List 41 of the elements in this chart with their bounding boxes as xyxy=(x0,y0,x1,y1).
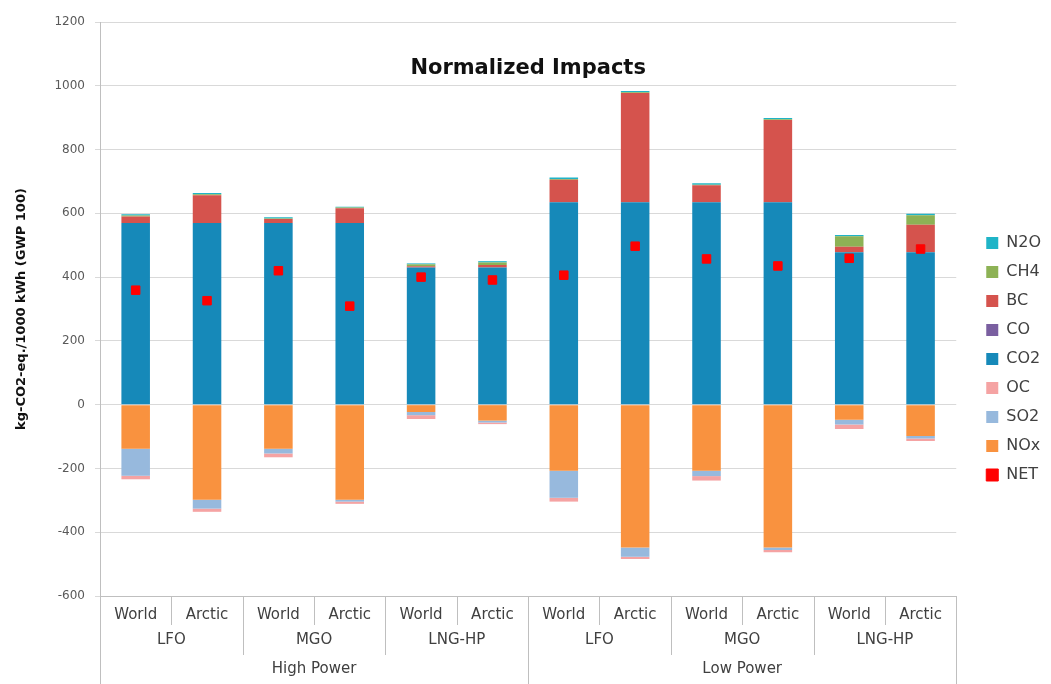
x-tick-label: World xyxy=(542,604,586,623)
legend-label: SO2 xyxy=(1006,406,1040,426)
y-tick-label: 600 xyxy=(62,205,85,220)
y-tick-label: 1200 xyxy=(54,14,85,29)
legend-label: OC xyxy=(1006,377,1031,397)
legend-label: CH4 xyxy=(1006,261,1040,281)
x-tick-label: Arctic xyxy=(185,604,229,623)
x-tick-label: World xyxy=(256,604,300,623)
text: LNG-HP xyxy=(856,629,914,648)
x-tick-label: Arctic xyxy=(471,604,514,623)
x-tick-label: Arctic xyxy=(899,604,942,623)
text: MGO xyxy=(295,629,333,648)
y-tick-label: 400 xyxy=(62,269,85,284)
y-tick-label: -200 xyxy=(57,460,85,475)
y-tick-label: -600 xyxy=(57,588,85,603)
text: LFO xyxy=(156,629,186,648)
x-tick-label: World xyxy=(399,604,443,623)
x-tick-label: World xyxy=(685,604,729,623)
x-tick-label: World xyxy=(114,604,158,623)
y-tick-label: 800 xyxy=(62,141,85,156)
text: Normalized Impacts xyxy=(410,55,646,80)
x-tick-label: Arctic xyxy=(328,604,372,623)
y-tick-label: 1000 xyxy=(54,77,85,92)
y-tick-label: 200 xyxy=(62,333,85,348)
y-axis-title: kg-CO2-eq./1000 kWh (GWP 100) xyxy=(13,188,29,430)
x-tick-label: Arctic xyxy=(613,604,657,623)
legend-label: CO xyxy=(1006,319,1031,339)
legend-label: NET xyxy=(1006,464,1039,484)
x-tick-label: World xyxy=(827,604,871,623)
text: MGO xyxy=(724,629,761,648)
text: High Power xyxy=(271,659,358,678)
legend-label: N2O xyxy=(1006,232,1042,252)
text: LNG-HP xyxy=(428,629,486,648)
legend-label: NOx xyxy=(1006,435,1041,455)
y-tick-label: 0 xyxy=(77,396,85,411)
text: LFO xyxy=(585,629,614,648)
x-tick-label: Arctic xyxy=(756,604,800,623)
legend-label: CO2 xyxy=(1006,348,1041,368)
y-tick-label: -400 xyxy=(57,524,85,539)
legend-label: BC xyxy=(1006,290,1029,310)
text: Low Power xyxy=(702,659,783,678)
